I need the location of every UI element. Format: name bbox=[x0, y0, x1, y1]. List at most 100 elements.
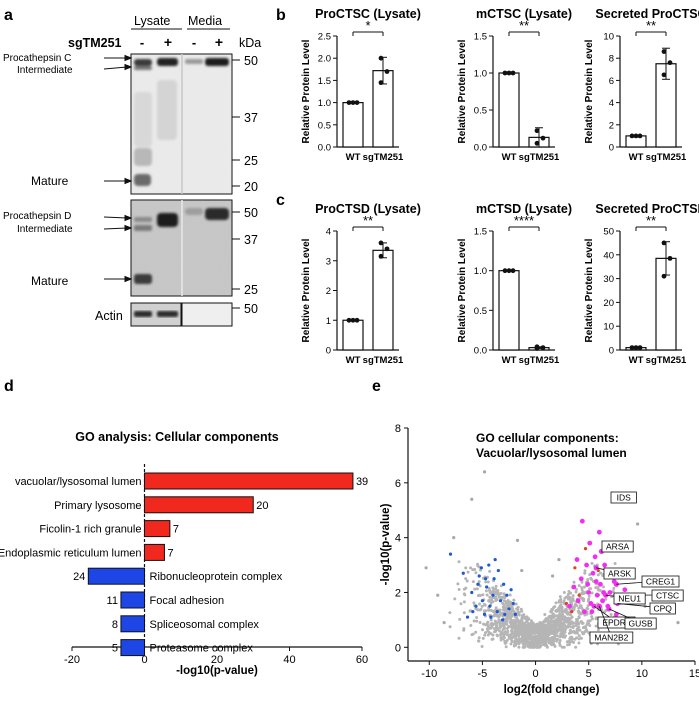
red-point bbox=[573, 566, 577, 570]
gray-point bbox=[499, 591, 503, 595]
gray-point bbox=[561, 614, 565, 618]
gray-point bbox=[494, 591, 498, 595]
magenta-point bbox=[574, 557, 580, 562]
gene-label: CTSC bbox=[656, 591, 679, 601]
go-category-label: Ribonucleoprotein complex bbox=[150, 571, 283, 583]
band bbox=[134, 311, 152, 317]
gray-point bbox=[564, 608, 568, 612]
gray-point bbox=[475, 615, 479, 619]
gray-point bbox=[580, 586, 584, 590]
band bbox=[205, 208, 229, 220]
gray-point bbox=[588, 623, 592, 627]
gray-point bbox=[485, 627, 489, 631]
gray-point bbox=[514, 635, 518, 639]
y-tick-label: 0.0 bbox=[318, 143, 331, 154]
y-axis-label: Relative Protein Level bbox=[584, 39, 595, 143]
y-tick-label: 6 bbox=[395, 478, 401, 490]
gray-point bbox=[522, 629, 526, 633]
data-point bbox=[629, 133, 635, 139]
x-tick-label: 0 bbox=[532, 668, 538, 680]
magenta-point bbox=[571, 584, 577, 590]
gray-point bbox=[495, 624, 499, 628]
gray-point bbox=[484, 609, 488, 613]
gray-point bbox=[513, 631, 517, 635]
label-box bbox=[651, 589, 684, 602]
x-axis-label: -log10(p-value) bbox=[176, 665, 258, 677]
bar-chart-2: mCTSC (Lysate) 0.0 0.5 1.0 1.5 Relative Prote… bbox=[457, 7, 572, 163]
y-axis-label: Relative Protein Level bbox=[301, 39, 312, 143]
magenta-point bbox=[579, 518, 585, 524]
y-axis-label: Relative Protein Level bbox=[584, 238, 595, 342]
go-count-label: 11 bbox=[107, 595, 118, 607]
y-tick-label: 0.5 bbox=[474, 106, 487, 117]
y-tick-label: 1.5 bbox=[474, 227, 487, 238]
data-point bbox=[540, 135, 546, 141]
go-bar bbox=[144, 496, 254, 514]
gray-point bbox=[502, 603, 506, 607]
blot-2-marker-37: 37 bbox=[244, 233, 258, 247]
gray-point bbox=[475, 619, 479, 623]
y-tick-label: 0 bbox=[326, 346, 331, 357]
gray-point bbox=[572, 640, 576, 644]
gray-point bbox=[477, 580, 481, 584]
gray-point bbox=[577, 637, 581, 641]
y-tick-label: 4 bbox=[326, 227, 331, 238]
gray-point bbox=[577, 641, 581, 645]
significance-label: ** bbox=[646, 18, 656, 33]
gray-point bbox=[535, 645, 539, 649]
significance-label: ** bbox=[363, 213, 373, 228]
gray-point bbox=[472, 601, 476, 605]
band bbox=[134, 225, 152, 231]
gray-point bbox=[586, 607, 590, 611]
gray-point bbox=[482, 470, 487, 474]
blot-1-marker-20: 20 bbox=[244, 180, 258, 194]
gray-point bbox=[611, 589, 615, 593]
data-point bbox=[384, 246, 390, 252]
gray-point bbox=[505, 618, 509, 622]
gray-point bbox=[528, 645, 532, 649]
gray-point bbox=[508, 593, 512, 597]
bar bbox=[342, 101, 364, 148]
panel-label-b: b bbox=[276, 7, 286, 24]
gray-point bbox=[568, 637, 572, 641]
gray-point bbox=[580, 588, 584, 592]
data-point bbox=[378, 253, 384, 259]
gray-point bbox=[493, 619, 497, 623]
gray-point bbox=[448, 625, 452, 629]
go-bar bbox=[120, 639, 145, 657]
gray-point bbox=[535, 631, 539, 635]
magenta-point bbox=[607, 590, 613, 595]
gray-point bbox=[575, 617, 579, 621]
gray-point bbox=[546, 635, 550, 639]
y-tick-label: 4 bbox=[395, 533, 401, 545]
data-point bbox=[661, 240, 667, 246]
gray-point bbox=[499, 635, 503, 639]
blue-point bbox=[491, 593, 495, 597]
gray-point bbox=[596, 628, 600, 632]
data-point bbox=[502, 70, 508, 76]
gray-point bbox=[554, 601, 558, 605]
gray-point bbox=[470, 497, 474, 501]
blot-3-media bbox=[181, 302, 233, 327]
blot-1-band-label-intermediate: Intermediate bbox=[17, 65, 73, 76]
x-tick-label: 20 bbox=[211, 654, 223, 666]
gray-point bbox=[507, 611, 511, 615]
gray-point bbox=[509, 642, 513, 646]
y-tick-label: 50 bbox=[603, 227, 614, 238]
gray-point bbox=[510, 604, 514, 608]
data-point bbox=[534, 128, 540, 134]
gray-point bbox=[442, 621, 446, 625]
blot-1-marker-25: 25 bbox=[244, 154, 258, 168]
y-tick-label: 8 bbox=[395, 423, 401, 435]
blot-2-marker-50: 50 bbox=[244, 206, 258, 220]
x-tick-label: sgTM251 bbox=[363, 355, 404, 366]
blot-1-band-label-pro: Procathepsin C bbox=[3, 53, 71, 64]
y-tick-label: 2.0 bbox=[318, 54, 331, 65]
gray-point bbox=[571, 594, 575, 598]
gray-point bbox=[559, 634, 563, 638]
data-point bbox=[350, 317, 356, 323]
gray-point bbox=[570, 615, 574, 619]
x-tick-label: -10 bbox=[421, 668, 437, 680]
gray-point bbox=[569, 591, 573, 595]
data-point bbox=[354, 317, 360, 323]
